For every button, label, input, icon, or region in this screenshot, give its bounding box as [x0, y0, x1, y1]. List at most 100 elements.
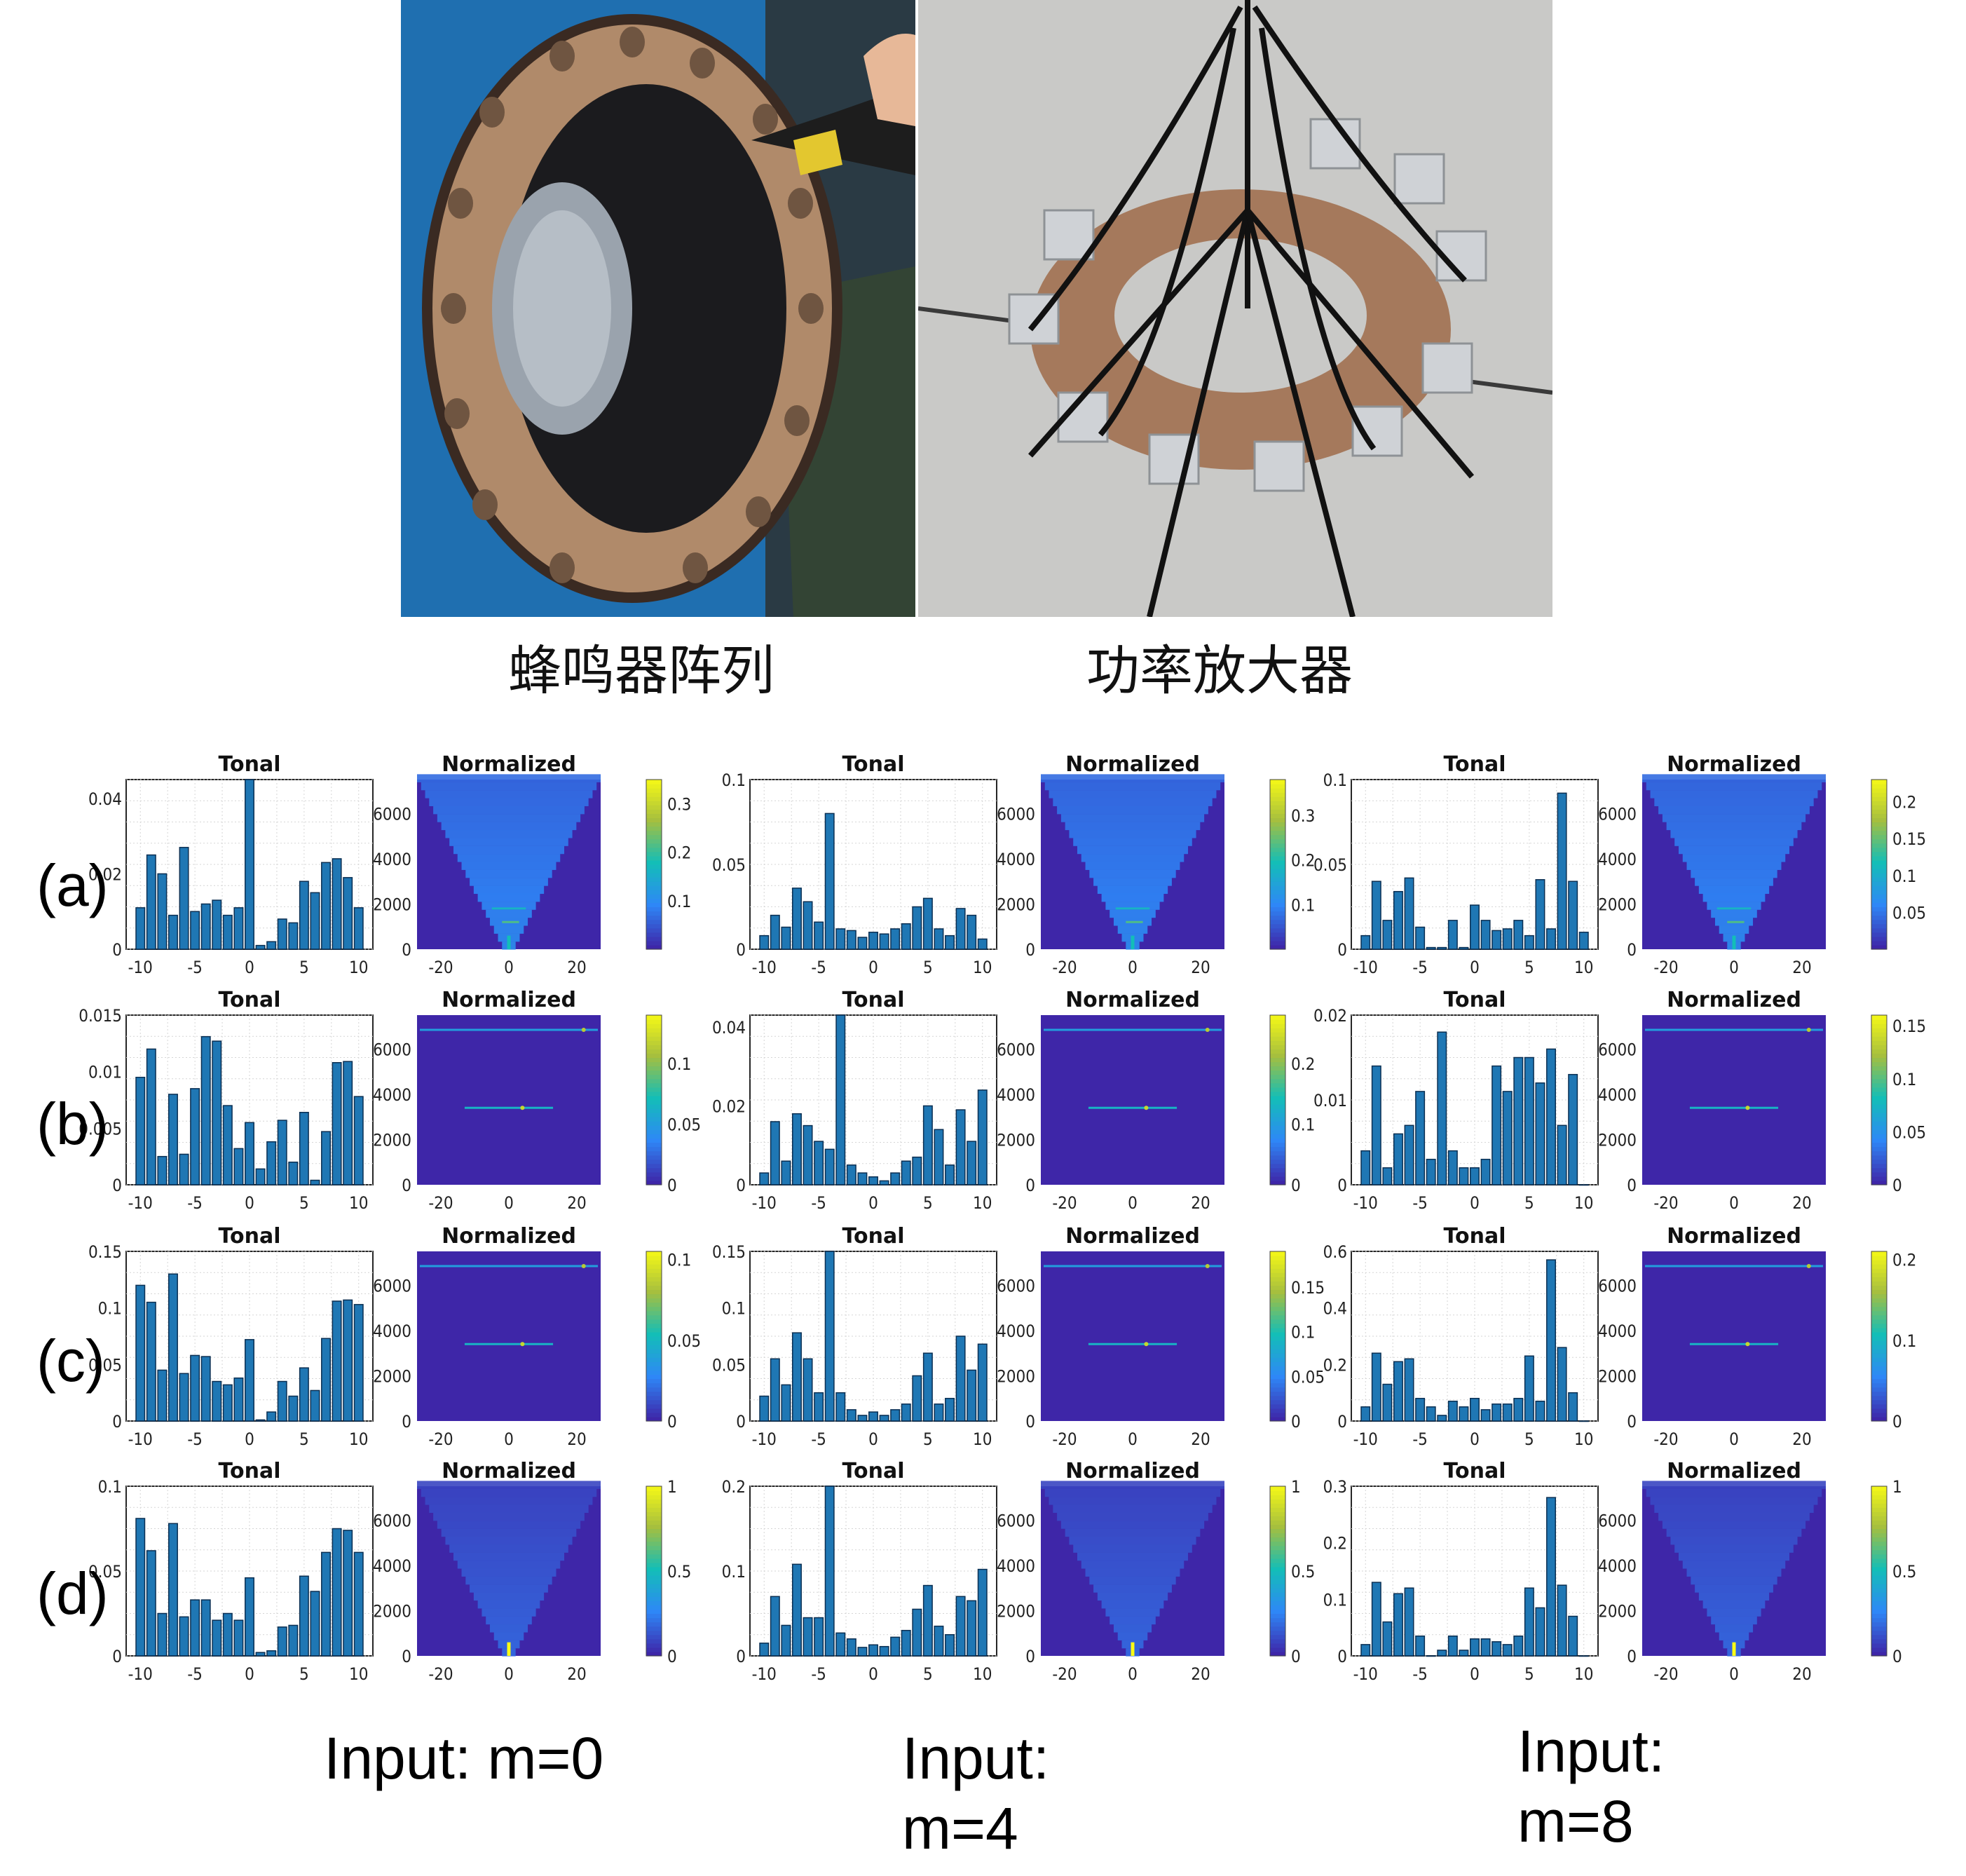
colorbar-segment	[1270, 1549, 1285, 1555]
colorbar-tick: 0.2	[1892, 1251, 1916, 1270]
colorbar-tick: 0	[667, 1412, 677, 1432]
colorbar-segment	[1871, 1146, 1887, 1152]
colorbar-segment	[1270, 1545, 1285, 1551]
tonal-x-tick: -10	[128, 1664, 153, 1684]
tonal-x-tick: -10	[752, 1193, 777, 1213]
tonal-x-tick: -10	[1353, 1193, 1378, 1213]
heatmap-peak	[1144, 1342, 1149, 1347]
heatmap-band	[477, 893, 540, 902]
colorbar-segment	[646, 1100, 662, 1105]
colorbar-tick: 0.1	[1291, 1115, 1315, 1135]
heatmap-y-tick: 2000	[373, 895, 411, 914]
colorbar-segment	[1871, 869, 1887, 874]
colorbar-segment	[1871, 1289, 1887, 1295]
heatmap-y-tick: 0	[1025, 940, 1035, 960]
heatmap-y-tick: 0	[402, 1412, 411, 1432]
colorbar-segment	[1871, 1268, 1887, 1273]
colorbar-segment	[1871, 834, 1887, 840]
tonal-bar	[1426, 1406, 1436, 1422]
colorbar-segment	[1871, 1134, 1887, 1139]
heatmap-title: Normalized	[1667, 1224, 1801, 1249]
tonal-bar	[222, 914, 233, 950]
colorbar-segment	[1871, 881, 1887, 886]
heatmap-x-tick: 20	[567, 1429, 586, 1449]
tonal-bar	[1568, 1615, 1578, 1657]
colorbar-segment	[1270, 1520, 1285, 1525]
colorbar-segment	[1270, 1353, 1285, 1358]
colorbar-segment	[646, 1507, 662, 1512]
colorbar-tick: 0.1	[667, 892, 691, 911]
tonal-bar	[759, 1395, 770, 1422]
heatmap-band	[1719, 1632, 1749, 1640]
tonal-bar	[255, 1419, 266, 1422]
colorbar-segment	[1871, 1647, 1887, 1652]
tonal-bar	[803, 1124, 813, 1185]
colorbar-segment	[1871, 1302, 1887, 1307]
heatmap-band	[441, 1528, 577, 1537]
colorbar-segment	[1871, 1403, 1887, 1409]
colorbar-segment	[646, 1306, 662, 1312]
colorbar-segment	[1871, 1575, 1887, 1580]
heatmap-y-tick: 2000	[997, 1366, 1035, 1386]
colorbar-tick: 0.1	[1892, 1070, 1916, 1089]
heatmap-band	[493, 925, 524, 934]
colorbar-frame	[1871, 1251, 1888, 1422]
heatmap-title: Normalized	[442, 752, 576, 777]
tonal-bar	[912, 1375, 922, 1422]
tonal-y-tick: 0	[736, 1176, 746, 1195]
colorbar-segment	[1270, 1345, 1285, 1350]
heatmap-x-tick: -20	[428, 1429, 453, 1449]
colorbar-segment	[1270, 1584, 1285, 1589]
colorbar-segment	[646, 1600, 662, 1605]
heatmap-title: Normalized	[1667, 1459, 1801, 1483]
colorbar-segment	[1270, 1095, 1285, 1101]
colorbar-segment	[646, 1403, 662, 1409]
tonal-bar	[922, 1105, 933, 1185]
colorbar-segment	[646, 1528, 662, 1534]
colorbar-segment	[1871, 1528, 1887, 1534]
colorbar-segment	[1270, 1066, 1285, 1071]
colorbar-segment	[646, 843, 662, 848]
heatmap-peak	[520, 1342, 525, 1347]
colorbar-segment	[1871, 1117, 1887, 1122]
colorbar-segment	[646, 1378, 662, 1384]
colorbar-segment	[646, 936, 662, 942]
colorbar-segment	[1270, 1159, 1285, 1164]
heatmap-background	[1642, 1015, 1826, 1185]
tonal-bar	[1568, 881, 1578, 950]
heatmap-y-tick: 6000	[997, 1040, 1035, 1059]
tonal-bar	[912, 1608, 922, 1657]
colorbar-segment	[646, 898, 662, 904]
colorbar-segment	[1270, 1336, 1285, 1341]
colorbar-segment	[1270, 834, 1285, 840]
tonal-bar	[277, 1120, 287, 1185]
tonal-bar	[310, 1591, 320, 1657]
heatmap-y-tick: 0	[402, 1647, 411, 1666]
colorbar-tick: 0	[667, 1176, 677, 1195]
tonal-bar	[901, 1403, 911, 1422]
colorbar-tick: 0.1	[667, 1054, 691, 1074]
tonal-bar	[1578, 932, 1589, 950]
tonal-bar	[890, 1172, 901, 1185]
colorbar-segment	[1871, 1366, 1887, 1371]
heatmap-band	[425, 790, 593, 798]
colorbar-segment	[646, 1095, 662, 1101]
colorbar-segment	[646, 1019, 662, 1024]
tonal-y-tick: 0	[112, 1647, 122, 1666]
colorbar-segment	[646, 864, 662, 869]
colorbar-segment	[646, 885, 662, 890]
heatmap-band	[1081, 854, 1185, 862]
row-label-a: (a)	[36, 852, 109, 918]
colorbar-tick: 0.1	[667, 1251, 691, 1270]
colorbar-segment	[1871, 788, 1887, 793]
colorbar-segment	[1871, 1378, 1887, 1384]
heatmap-band	[1646, 782, 1822, 791]
colorbar-segment	[1871, 1104, 1887, 1109]
heatmap-band	[1642, 1481, 1826, 1489]
colorbar-tick: 0.5	[1892, 1562, 1916, 1582]
tonal-bar	[945, 1164, 955, 1185]
colorbar-segment	[1871, 1592, 1887, 1597]
heatmap-x-tick: 0	[1128, 1429, 1138, 1449]
colorbar-segment	[1270, 788, 1285, 793]
tonal-bar	[791, 888, 802, 950]
